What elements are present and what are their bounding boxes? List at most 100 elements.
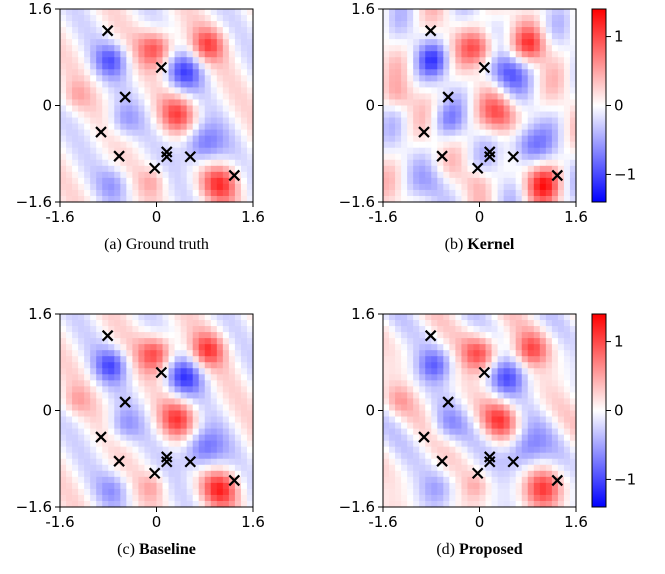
heatmap-cell <box>431 332 438 339</box>
heatmap-cell <box>246 57 254 64</box>
heatmap-cell <box>491 51 499 58</box>
heatmap-cell <box>138 404 146 412</box>
heatmap-cell <box>108 458 115 466</box>
heatmap-cell <box>60 470 67 478</box>
heatmap-cell <box>383 332 390 339</box>
heatmap-cell <box>60 75 67 82</box>
heatmap-cell <box>222 165 230 173</box>
heatmap-cell <box>425 195 432 203</box>
heatmap-cell <box>521 117 529 125</box>
heatmap-cell <box>246 452 254 460</box>
heatmap-cell <box>431 153 438 161</box>
heatmap-cell <box>216 410 224 418</box>
heatmap-cell <box>467 51 475 58</box>
heatmap-cell <box>557 326 565 333</box>
heatmap-cell <box>569 51 577 58</box>
heatmap-cell <box>96 482 103 490</box>
heatmap-cell <box>150 147 158 155</box>
heatmap-cell <box>449 494 456 502</box>
heatmap-cell <box>551 488 559 496</box>
heatmap-cell <box>78 69 85 76</box>
heatmap-cell <box>222 350 230 357</box>
heatmap-cell <box>539 123 547 131</box>
heatmap-cell <box>461 105 469 113</box>
heatmap-cell <box>96 314 103 321</box>
heatmap-cell <box>78 314 85 321</box>
heatmap-cell <box>192 368 200 375</box>
heatmap-cell <box>485 416 493 424</box>
heatmap-cell <box>204 320 212 327</box>
heatmap-cell <box>425 314 432 321</box>
heatmap-cell <box>180 470 188 478</box>
heatmap-cell <box>234 398 242 406</box>
heatmap-cell <box>431 434 438 442</box>
heatmap-cell <box>144 338 152 345</box>
heatmap-cell <box>503 45 511 52</box>
heatmap-cell <box>240 374 248 381</box>
heatmap-cell <box>126 9 133 16</box>
heatmap-cell <box>473 147 481 155</box>
heatmap-cell <box>186 111 194 119</box>
heatmap-cell <box>533 123 541 131</box>
heatmap-cell <box>383 57 390 64</box>
heatmap-cell <box>407 404 414 412</box>
heatmap-cell <box>174 440 182 448</box>
heatmap-cell <box>222 416 230 424</box>
heatmap-cell <box>539 374 547 381</box>
heatmap-cell <box>132 21 140 28</box>
heatmap-cell <box>96 458 103 466</box>
heatmap-cell <box>455 27 463 34</box>
heatmap-cell <box>407 314 414 321</box>
heatmap-cell <box>72 320 79 327</box>
heatmap-cell <box>174 410 182 418</box>
heatmap-cell <box>60 21 67 28</box>
heatmap-cell <box>425 464 432 472</box>
heatmap-cell <box>120 494 127 502</box>
heatmap-cell <box>114 87 121 95</box>
heatmap-cell <box>174 117 182 125</box>
heatmap-cell <box>150 476 158 484</box>
heatmap-cell <box>210 33 218 40</box>
heatmap-cell <box>563 398 571 406</box>
heatmap-cell <box>389 93 396 101</box>
heatmap-cell <box>479 350 487 357</box>
heatmap-cell <box>461 117 469 125</box>
heatmap-cell <box>66 189 73 197</box>
heatmap-cell <box>192 482 200 490</box>
heatmap-cell <box>509 326 517 333</box>
heatmap-cell <box>563 434 571 442</box>
heatmap-cell <box>180 404 188 412</box>
heatmap-cell <box>545 87 553 95</box>
heatmap-cell <box>473 81 481 89</box>
heatmap-cell <box>413 33 420 40</box>
heatmap-cell <box>527 434 535 442</box>
heatmap-cell <box>162 45 170 52</box>
heatmap-cell <box>521 129 529 137</box>
heatmap-cell <box>120 326 127 333</box>
heatmap-cell <box>180 51 188 58</box>
heatmap-cell <box>461 141 469 149</box>
heatmap-cell <box>503 338 511 345</box>
heatmap-cell <box>186 326 194 333</box>
heatmap-cell <box>419 452 426 460</box>
heatmap-cell <box>246 33 254 40</box>
heatmap-cell <box>174 27 182 34</box>
heatmap-cell <box>527 440 535 448</box>
heatmap-cell <box>419 380 426 387</box>
heatmap-cell <box>389 380 396 387</box>
heatmap-cell <box>120 338 127 345</box>
heatmap-cell <box>198 87 206 95</box>
heatmap-cell <box>437 344 444 351</box>
heatmap-cell <box>551 428 559 436</box>
heatmap-cell <box>192 434 200 442</box>
heatmap-cell <box>174 93 182 101</box>
heatmap-cell <box>551 171 559 179</box>
heatmap-cell <box>192 9 200 16</box>
heatmap-cell <box>60 183 67 191</box>
heatmap-cell <box>461 446 469 454</box>
heatmap-cell <box>419 392 426 400</box>
heatmap-cell <box>419 93 426 101</box>
heatmap-cell <box>485 404 493 412</box>
heatmap-cell <box>383 75 390 82</box>
heatmap-cell <box>395 350 402 357</box>
